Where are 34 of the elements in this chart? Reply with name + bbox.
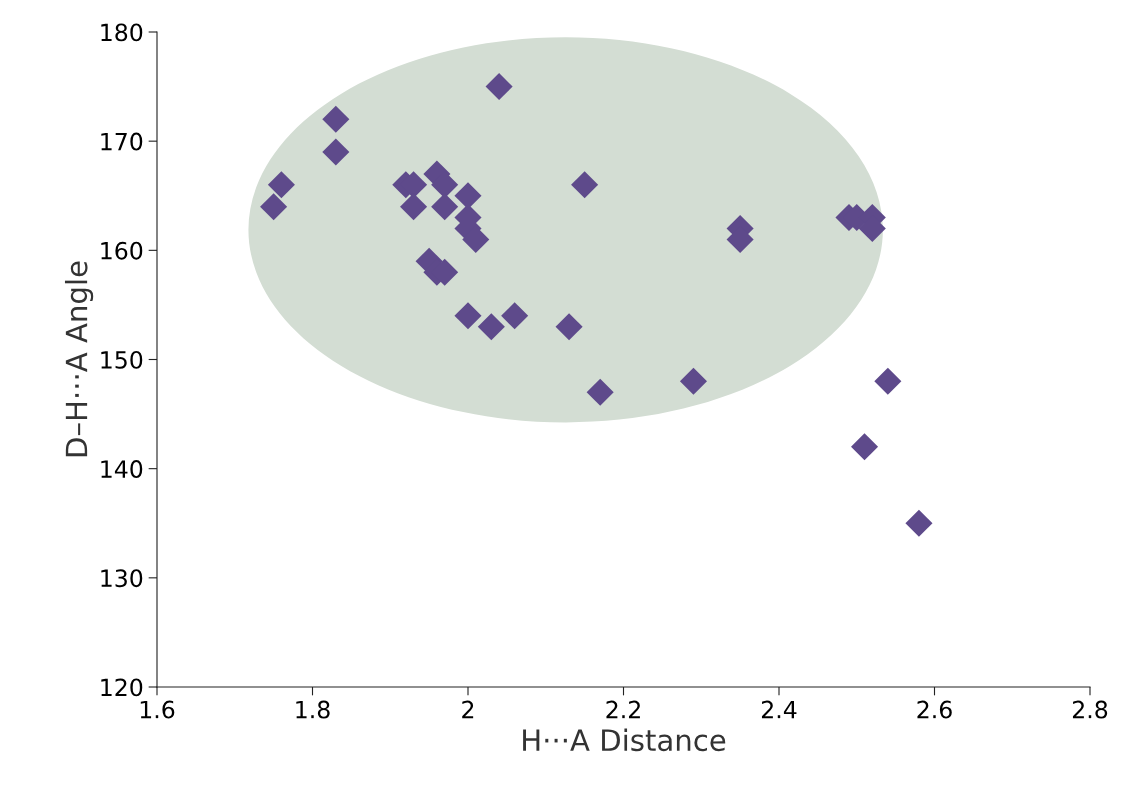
point: [400, 193, 428, 221]
x-axis-title: H···A Distance: [523, 728, 726, 752]
x-tick-label: 1.8: [296, 700, 330, 719]
x-tick-label: 1.6: [140, 700, 175, 719]
x-tick-label: 2: [462, 700, 474, 719]
y-tick-label: 150: [101, 350, 143, 369]
x-tick-label: 2.4: [761, 700, 797, 719]
point: [322, 138, 350, 166]
point: [555, 313, 583, 341]
y-tick-label: 160: [101, 241, 143, 260]
point: [267, 171, 295, 199]
point: [905, 509, 933, 537]
y-tick-label: 180: [101, 23, 143, 42]
point: [322, 105, 350, 133]
point: [571, 171, 599, 199]
point: [586, 378, 614, 406]
y-axis-title: D–H···A Angle: [64, 261, 94, 457]
x-tick-label: 2.2: [606, 700, 640, 719]
point: [431, 193, 459, 221]
y-tick-label: 140: [101, 460, 143, 478]
x-tick-label: 2.6: [917, 700, 952, 719]
point: [874, 367, 902, 395]
point: [501, 302, 529, 330]
y-tick-label: 170: [101, 132, 143, 151]
point: [454, 302, 482, 330]
point: [260, 193, 288, 221]
point: [679, 367, 708, 395]
x-tick-label: 2.8: [1072, 700, 1108, 719]
y-tick-label: 120: [101, 678, 143, 697]
point: [850, 433, 879, 461]
point: [485, 73, 513, 101]
point: [454, 182, 482, 210]
point: [477, 313, 505, 341]
y-tick-label: 130: [101, 569, 143, 588]
